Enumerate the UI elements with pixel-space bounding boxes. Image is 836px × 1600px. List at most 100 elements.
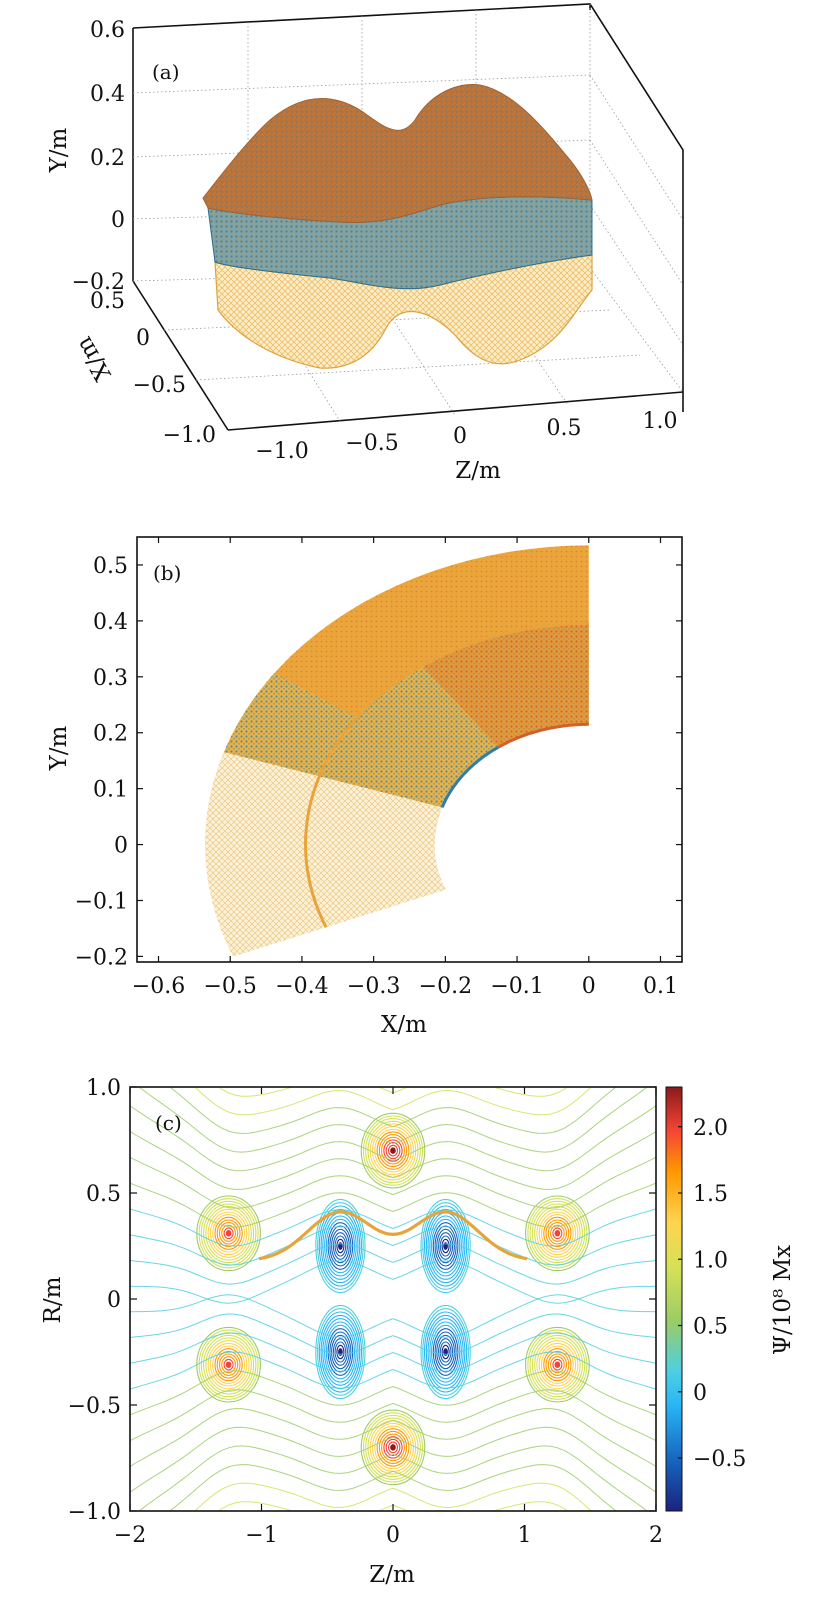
- c-contour-ring: [439, 1341, 452, 1363]
- c-field-line: [130, 1182, 656, 1228]
- c-contour-ring: [315, 1198, 366, 1294]
- c-field-line: [130, 1351, 656, 1390]
- b-xtick-4: −0.3: [347, 974, 400, 999]
- c-contour-ring: [365, 1118, 421, 1184]
- panel-b-frame: [136, 536, 683, 963]
- b-ytick-3: 0.3: [93, 666, 128, 691]
- c-contour-ring: [441, 1238, 450, 1254]
- c-contour-ring: [221, 1224, 236, 1242]
- panel-a-x-ticks: 0.5 0 −0.5 −1.0: [90, 289, 216, 448]
- panel-a-y-ticks: 0.6 0.4 0.2 0 −0.2: [72, 18, 125, 295]
- c-contour-ring: [387, 1441, 399, 1454]
- a-xtick-2: 0: [136, 326, 150, 351]
- c-contour-ring: [324, 1321, 357, 1383]
- b-ytick-7: −0.1: [75, 889, 128, 914]
- c-ytick-4: −0.5: [68, 1394, 121, 1419]
- b-xtick-1: −0.6: [132, 974, 185, 999]
- c-contour-ring: [318, 1205, 363, 1287]
- c-field-line: [130, 1260, 656, 1304]
- c-contour-ring: [218, 1353, 239, 1376]
- c-contour-ring: [534, 1206, 581, 1261]
- b-xtick-3: −0.4: [275, 974, 328, 999]
- c-contour-ring: [374, 1425, 412, 1470]
- a-xtick-4: −1.0: [163, 423, 216, 448]
- c-contour-ring: [216, 1219, 241, 1248]
- c-contour-ring: [547, 1353, 568, 1376]
- c-field-line: [130, 1370, 656, 1416]
- c-contour-ring: [360, 1409, 426, 1486]
- panel-a-box: [132, 3, 684, 431]
- b-xtick-6: −0.1: [490, 974, 543, 999]
- b-xlabel: X/m: [381, 1012, 427, 1038]
- c-field-line: [130, 1313, 656, 1355]
- c-contour-ring: [205, 1337, 252, 1392]
- c-contour-ring: [390, 1147, 396, 1154]
- c-contour-ring: [438, 1232, 454, 1260]
- c-contour-ring: [554, 1230, 561, 1237]
- panel-c-contours: [130, 1087, 656, 1511]
- a-ztick-3: 0: [453, 424, 467, 449]
- cbar-tick-5: 0: [693, 1381, 707, 1406]
- c-ylabel: R/m: [40, 1276, 66, 1323]
- c-contour-ring: [550, 1224, 565, 1242]
- c-contour-ring: [225, 1230, 232, 1237]
- c-contour-ring: [378, 1134, 408, 1168]
- c-contour-ring: [423, 1205, 468, 1287]
- c-field-line: [194, 1087, 592, 1116]
- a-ytick-4: 0: [111, 208, 125, 233]
- c-contour-ring: [207, 1340, 250, 1390]
- b-inner-edge-blue: [440, 746, 499, 809]
- c-ytick-5: −1.0: [68, 1500, 121, 1525]
- c-contour-ring: [198, 1198, 259, 1269]
- c-contour-ring: [214, 1216, 243, 1250]
- c-contour-ring: [420, 1304, 471, 1400]
- panel-b-x-ticklabels: −0.6 −0.5 −0.4 −0.3 −0.2 −0.1 0 0.1: [132, 974, 678, 999]
- c-contour-ring: [212, 1345, 246, 1384]
- c-contour-ring: [332, 1232, 348, 1260]
- b-region-inner-blue: [319, 665, 499, 808]
- c-xtick-4: 1: [518, 1523, 532, 1548]
- panel-c-coil-curve: [258, 1210, 528, 1261]
- c-xlabel: Z/m: [369, 1562, 415, 1588]
- c-field-line: [130, 1389, 656, 1442]
- c-contour-ring: [441, 1344, 450, 1360]
- c-contour-ring: [223, 1358, 234, 1371]
- c-contour-ring: [315, 1304, 366, 1400]
- c-contour-ring: [552, 1358, 563, 1371]
- c-contour-ring: [212, 1214, 246, 1253]
- c-contour-ring: [383, 1139, 403, 1162]
- cbar-tick-3: 1.0: [693, 1248, 728, 1273]
- c-contour-ring: [205, 1206, 252, 1261]
- c-contour-ring: [543, 1348, 572, 1382]
- c-contour-ring: [365, 1414, 421, 1480]
- c-contour-ring: [334, 1341, 347, 1363]
- a-zlabel: Z/m: [455, 458, 501, 484]
- c-contour-ring: [429, 1321, 462, 1383]
- cbar-tick-2: 1.5: [693, 1182, 728, 1207]
- b-xtick-7: 0: [582, 974, 596, 999]
- b-ytick-8: −0.2: [75, 945, 128, 970]
- c-contour-ring: [216, 1350, 241, 1379]
- c-contour-ring: [536, 1208, 579, 1258]
- c-contour-ring: [223, 1227, 234, 1240]
- colorbar: [665, 1086, 683, 1512]
- panel-a-surface-upper: [202, 84, 593, 224]
- b-region-outer-blue: [223, 673, 357, 777]
- c-contour-ring: [527, 1198, 588, 1269]
- c-xtick-3: 0: [386, 1523, 400, 1548]
- panel-c-y-ticklabels: 1.0 0.5 0 −0.5 −1.0: [68, 1076, 121, 1525]
- c-contour-ring: [543, 1216, 572, 1250]
- b-ytick-2: 0.4: [93, 610, 128, 635]
- a-xtick-3: −0.5: [133, 373, 186, 398]
- c-contour-ring: [324, 1215, 357, 1277]
- c-contour-ring: [322, 1318, 359, 1386]
- c-contour-ring: [385, 1438, 401, 1456]
- panel-c-x-ticklabels: −2 −1 0 1 2: [114, 1523, 663, 1548]
- c-contour-ring: [383, 1436, 403, 1459]
- c-contour-ring: [329, 1331, 352, 1373]
- c-contour-ring: [362, 1412, 424, 1483]
- c-contour-ring: [360, 1112, 426, 1189]
- c-contour-ring: [198, 1329, 259, 1400]
- a-ytick-3: 0.2: [90, 146, 125, 171]
